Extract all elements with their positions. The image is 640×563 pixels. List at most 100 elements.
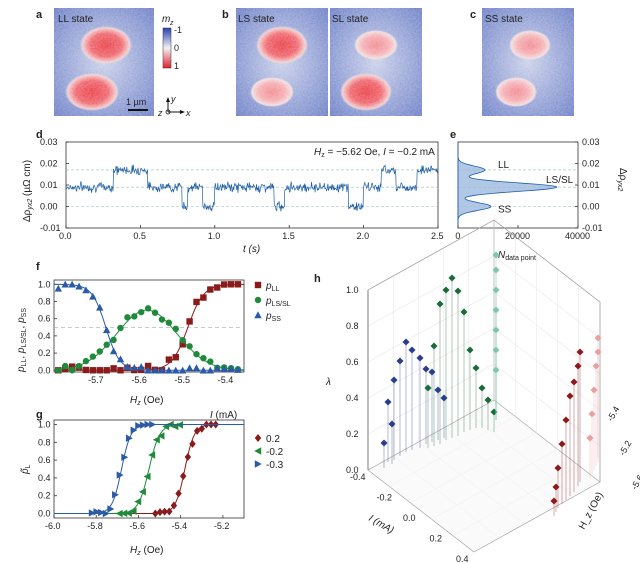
z-tick-label: 1.0: [346, 285, 359, 295]
data-point: [135, 422, 143, 430]
frame-edge: [367, 219, 495, 291]
data-point: [472, 364, 480, 372]
data-point: [137, 363, 145, 371]
coordinate-axes: y z x: [157, 94, 191, 118]
data-point: [134, 497, 142, 506]
micrograph-ls: [236, 8, 328, 116]
data-point: [478, 384, 486, 392]
grid-line: [468, 413, 575, 497]
data-point: [492, 251, 500, 259]
data-point: [144, 362, 152, 370]
x-tick-label: -5.5: [175, 375, 191, 385]
panel-e-xlabel: Ndata point: [498, 250, 536, 262]
data-point: [75, 362, 83, 370]
y-tick-label: -5.4: [605, 405, 621, 423]
data-point: [143, 472, 151, 481]
data-point: [165, 356, 173, 363]
data-point: [151, 366, 159, 374]
data-point: [198, 424, 205, 433]
y-tick-label: 1.0: [38, 279, 51, 289]
panel-f-letter: f: [36, 261, 40, 273]
legend-label: pLL: [265, 281, 279, 293]
x-tick-label: 0.4: [456, 554, 469, 563]
data-point: [102, 509, 110, 518]
data-point: [103, 341, 110, 348]
x-tick-label: 0.2: [430, 534, 443, 544]
data-point: [558, 440, 566, 448]
y-tick-label: 0.03: [582, 137, 600, 147]
data-point: [192, 364, 201, 372]
data-point: [62, 362, 69, 370]
data-point: [227, 281, 235, 288]
data-point: [165, 319, 173, 326]
data-point: [172, 354, 179, 361]
legend-marker: [254, 281, 262, 289]
data-point: [158, 366, 166, 374]
data-point: [115, 509, 123, 518]
micrograph-sl: [330, 8, 422, 116]
data-point: [170, 501, 178, 510]
panel-d-xlabel: t (s): [243, 244, 260, 255]
grid-line: [493, 291, 601, 375]
data-point: [590, 386, 598, 394]
fit-curve: [54, 424, 244, 514]
panel-h-zlabel: λ: [325, 377, 331, 388]
colorbar: m z -1 0 1: [162, 14, 182, 71]
grid-line: [493, 363, 601, 447]
data-point: [55, 367, 62, 374]
frame-edge: [493, 219, 601, 303]
data-point: [200, 294, 207, 301]
panel-g-legend-title: I (mA): [210, 410, 237, 421]
data-point: [129, 507, 137, 515]
micrograph-c: [482, 8, 574, 116]
data-point: [68, 367, 76, 374]
panel-h-ylabel: H_z (Oe): [577, 490, 606, 531]
y-tick-label: -5.2: [617, 439, 633, 457]
panel-e: e 0 20000 40000-0.01 0.00 0.01 0.02 0.03 LL LS/…: [450, 129, 628, 262]
data-point: [388, 420, 396, 428]
y-tick-label: 0.00: [40, 202, 58, 212]
panel-d-letter: d: [36, 129, 43, 141]
panel-c-letter: c: [470, 9, 476, 21]
data-point: [570, 378, 578, 386]
data-point: [200, 354, 207, 362]
data-point: [234, 366, 242, 373]
data-point: [172, 366, 180, 374]
grid-line: [493, 255, 601, 339]
data-point: [436, 300, 444, 308]
data-point: [89, 367, 97, 374]
data-point: [124, 314, 131, 321]
data-point: [121, 453, 129, 461]
colorbar-tick: 0: [174, 43, 179, 53]
x-tick-label: -5.2: [214, 521, 230, 531]
data-point: [592, 362, 600, 370]
data-point: [144, 305, 152, 312]
y-tick-label: 0.4: [38, 473, 51, 483]
panel-c: c SS state: [470, 8, 574, 116]
y-tick-label: 0.00: [582, 202, 600, 212]
panel-c-title: SS state: [485, 14, 523, 25]
data-point: [110, 365, 117, 372]
x-tick-label: 20000: [505, 231, 530, 241]
x-tick-label: -5.6: [131, 375, 147, 385]
data-point: [172, 325, 179, 333]
data-point: [93, 508, 101, 516]
legend-marker: [254, 296, 262, 304]
y-tick-label: 1.0: [38, 419, 51, 429]
z-tick-label: 0.6: [346, 357, 359, 367]
x-tick-label: 40000: [565, 231, 590, 241]
data-point: [562, 416, 570, 424]
y-tick-label: 0.6: [38, 314, 51, 324]
data-point: [424, 384, 432, 392]
data-point: [131, 313, 138, 320]
data-point: [422, 365, 430, 373]
peak-label: LS/SL: [546, 175, 574, 186]
panel-g-xlabel: Hz (Oe): [130, 545, 164, 557]
data-point: [434, 386, 442, 394]
data-point: [220, 281, 228, 288]
data-point: [112, 491, 119, 499]
y-tick-label: 0.2: [38, 348, 51, 358]
panel-b-title-sl: SL state: [332, 14, 369, 25]
data-point: [380, 439, 388, 447]
